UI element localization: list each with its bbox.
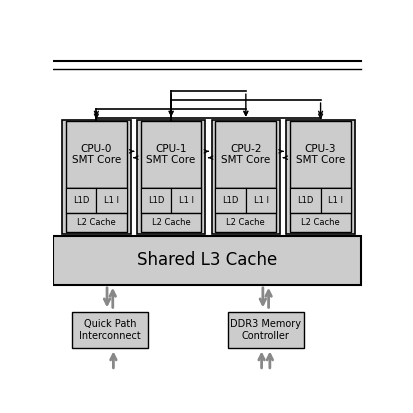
Bar [320,188,351,213]
Bar [141,188,171,213]
Bar [216,213,276,233]
Bar [66,121,127,188]
Text: L2 Cache: L2 Cache [152,218,190,227]
Text: L1D: L1D [148,196,164,205]
Bar [96,188,127,213]
Bar [66,188,96,213]
Bar [53,235,361,285]
Bar [216,188,246,213]
Text: L1 I: L1 I [254,196,268,205]
Text: L1D: L1D [223,196,239,205]
Bar [290,213,351,233]
Bar [216,188,276,213]
Text: CPU-0
SMT Core: CPU-0 SMT Core [72,144,121,165]
Text: L1D: L1D [73,196,89,205]
Text: DDR3 Memory
Controller: DDR3 Memory Controller [230,319,301,341]
Bar [211,119,280,234]
Text: L2 Cache: L2 Cache [77,218,116,227]
Bar [216,121,276,188]
Bar [290,121,351,188]
Text: L1 I: L1 I [104,196,119,205]
Bar [286,119,355,234]
Bar [72,312,148,349]
Bar [66,213,127,233]
Text: L1 I: L1 I [179,196,194,205]
Text: CPU-2
SMT Core: CPU-2 SMT Core [221,144,271,165]
Bar [228,312,304,349]
Bar [141,121,202,188]
Bar [66,188,127,213]
Bar [141,213,202,233]
Bar [290,188,320,213]
Text: L2 Cache: L2 Cache [226,218,265,227]
Text: Shared L3 Cache: Shared L3 Cache [137,251,277,269]
Bar [290,188,351,213]
Text: Quick Path
Interconnect: Quick Path Interconnect [79,319,141,341]
Bar [246,188,276,213]
Bar [62,119,131,234]
Text: CPU-1
SMT Core: CPU-1 SMT Core [147,144,196,165]
Text: L2 Cache: L2 Cache [301,218,340,227]
Text: CPU-3
SMT Core: CPU-3 SMT Core [296,144,345,165]
Bar [171,188,202,213]
Text: L1 I: L1 I [328,196,343,205]
Text: L1D: L1D [297,196,313,205]
Bar [137,119,205,234]
Bar [141,188,202,213]
